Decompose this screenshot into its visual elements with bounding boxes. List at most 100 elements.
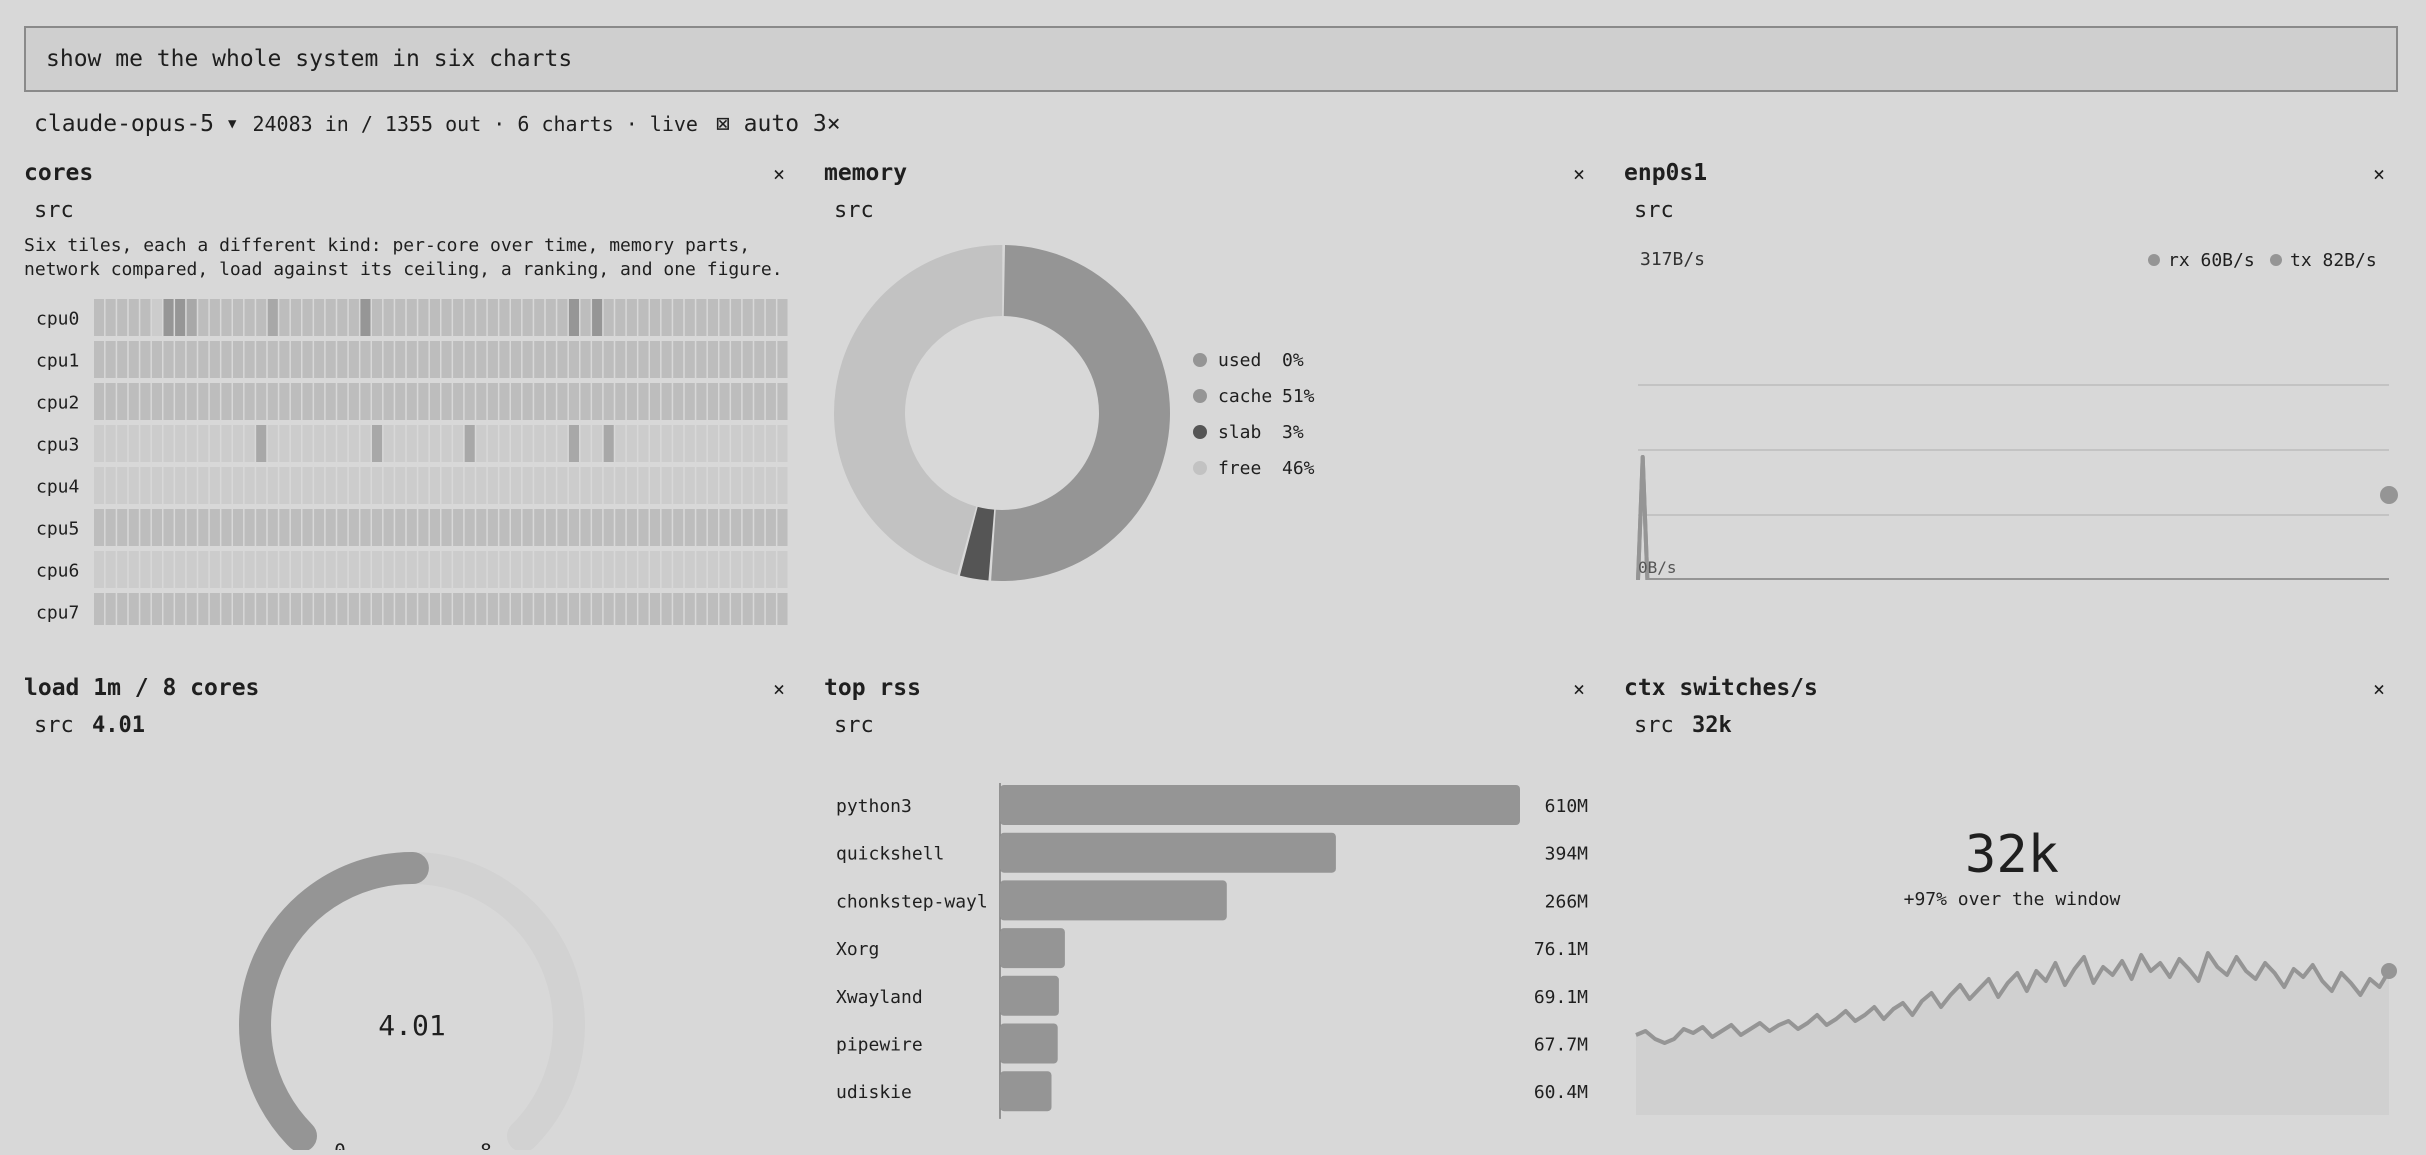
chevron-down-icon[interactable]: ▼ (228, 116, 237, 132)
heatmap-cell (545, 593, 556, 625)
heatmap-cell (487, 383, 498, 420)
heatmap-cell (233, 341, 244, 378)
bar-value-label: 76.1M (1534, 939, 1588, 960)
close-icon[interactable]: × (772, 162, 785, 186)
heatmap-cell (661, 467, 672, 504)
heatmap-cell (615, 299, 626, 336)
heatmap-cell (707, 341, 718, 378)
heatmap-cell (175, 341, 186, 378)
heatmap-cell (429, 467, 440, 504)
tile-top-rss: top rss × src python3 610M quickshell 394M c… (824, 675, 1599, 1155)
heatmap-cell (290, 341, 301, 378)
heatmap-cell (545, 383, 556, 420)
heatmap-cell (94, 467, 105, 504)
heatmap-cell (337, 593, 348, 625)
heatmap-cell (673, 341, 684, 378)
src-link[interactable]: src (34, 713, 74, 738)
heatmap-cell (418, 593, 429, 625)
heatmap-cell (580, 383, 591, 420)
heatmap-cell (360, 467, 371, 504)
heatmap-cell (406, 551, 417, 588)
heatmap-cell (314, 509, 325, 546)
y-min-label: 0B/s (1638, 558, 1677, 577)
heatmap-cell (661, 341, 672, 378)
gauge-value-label: 4.01 (378, 1009, 445, 1042)
heatmap-cell (325, 467, 336, 504)
heatmap-cell (128, 383, 139, 420)
heatmap-cell (592, 425, 603, 462)
heatmap-cell (163, 341, 174, 378)
src-link[interactable]: src (1634, 198, 1674, 223)
heatmap-cell (754, 467, 765, 504)
heatmap-cell (348, 509, 359, 546)
heatmap-cell (580, 551, 591, 588)
close-icon[interactable]: × (1572, 677, 1585, 701)
legend-label: free (1218, 458, 1261, 479)
bar-value-label: 610M (1545, 796, 1589, 817)
heatmap-cell (186, 467, 197, 504)
heatmap-cell (754, 509, 765, 546)
heatmap-cell (94, 425, 105, 462)
heatmap-cell (731, 509, 742, 546)
heatmap-cell (626, 299, 637, 336)
close-icon[interactable]: × (1572, 162, 1585, 186)
heatmap-cell (186, 425, 197, 462)
heatmap-cell (302, 593, 313, 625)
heatmap-cell (302, 467, 313, 504)
load-gauge: 4.01 0 8 (239, 851, 585, 1150)
heatmap-cell (290, 467, 301, 504)
src-link[interactable]: src (834, 713, 874, 738)
heatmap-cell (557, 509, 568, 546)
heatmap-cell (568, 383, 579, 420)
heatmap-cell (290, 425, 301, 462)
heatmap-cell (557, 467, 568, 504)
heatmap-cell (267, 383, 278, 420)
heatmap-cell (105, 425, 116, 462)
cpu-label: cpu1 (36, 351, 79, 372)
heatmap-cell (406, 467, 417, 504)
heatmap-cell (395, 383, 406, 420)
heatmap-cell (221, 383, 232, 420)
bar (1000, 1023, 1058, 1064)
heatmap-cell (557, 425, 568, 462)
heatmap-cell (221, 551, 232, 588)
heatmap-cell (105, 593, 116, 625)
heatmap-cell (545, 551, 556, 588)
heatmap-cell (221, 425, 232, 462)
heatmap-cell (731, 425, 742, 462)
heatmap-cell (128, 593, 139, 625)
src-link[interactable]: src (1634, 713, 1674, 738)
src-link[interactable]: src (834, 198, 874, 223)
close-icon[interactable]: × (2372, 677, 2385, 701)
close-icon[interactable]: × (772, 677, 785, 701)
src-link[interactable]: src (34, 198, 74, 223)
heatmap-cell (603, 383, 614, 420)
heatmap-cell (244, 509, 255, 546)
prompt-input[interactable]: show me the whole system in six charts (24, 26, 2398, 92)
heatmap-cell (117, 509, 128, 546)
heatmap-cell (279, 383, 290, 420)
auto-refresh-toggle[interactable]: ⊠ auto 3× (715, 111, 841, 137)
legend-label: cache (1218, 386, 1272, 407)
bar-category-label: Xorg (836, 939, 879, 960)
heatmap-cell (511, 551, 522, 588)
heatmap-cell (279, 551, 290, 588)
heatmap-cell (290, 509, 301, 546)
heatmap-cell (534, 425, 545, 462)
heatmap-cell (592, 509, 603, 546)
bar-value-label: 266M (1545, 891, 1589, 912)
heatmap-cell (765, 425, 776, 462)
heatmap-cell (372, 341, 383, 378)
bar-category-label: python3 (836, 796, 912, 817)
model-selector[interactable]: claude-opus-5 (34, 111, 215, 137)
status-bar: claude-opus-5 ▼ 24083 in / 1355 out · 6 … (34, 106, 841, 142)
heatmap-cell (186, 299, 197, 336)
area-fill (1636, 953, 2389, 1115)
heatmap-cell (94, 551, 105, 588)
heatmap-cell (453, 383, 464, 420)
heatmap-cell (592, 551, 603, 588)
heatmap-cell (499, 467, 510, 504)
close-icon[interactable]: × (2372, 162, 2385, 186)
heatmap-cell (314, 425, 325, 462)
bar (1000, 975, 1059, 1016)
